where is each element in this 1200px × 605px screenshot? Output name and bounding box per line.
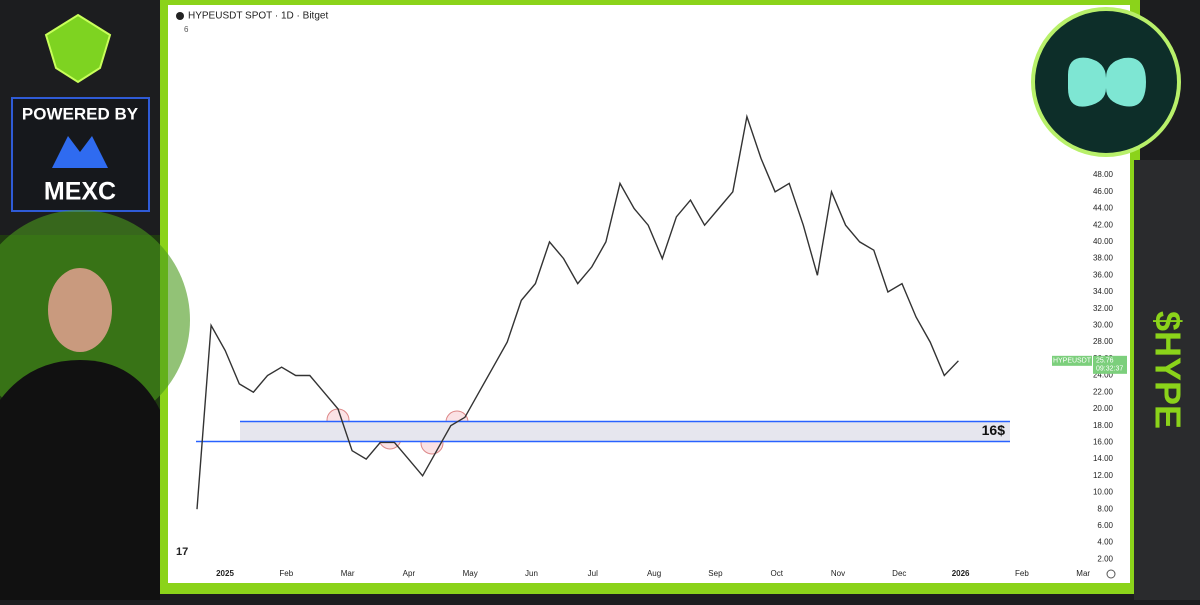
powered-by: POWERED BY — [22, 104, 139, 123]
x-tick-label: Mar — [341, 569, 355, 578]
y-tick-label: 14.00 — [1093, 454, 1114, 463]
ticker-text: $HYPE — [1147, 311, 1188, 429]
y-tick-label: 42.00 — [1093, 220, 1114, 229]
y-tick-label: 40.00 — [1093, 237, 1114, 246]
y-tick-label: 16.00 — [1093, 437, 1114, 446]
x-tick-label: Sep — [708, 569, 723, 578]
presenter-body — [0, 360, 160, 600]
x-tick-label: 2026 — [952, 569, 970, 578]
x-tick-label: Oct — [770, 569, 783, 578]
x-tick-label: Feb — [279, 569, 293, 578]
y-tick-label: 34.00 — [1093, 287, 1114, 296]
y-tick-label: 4.00 — [1097, 538, 1113, 547]
y-tick-label: 18.00 — [1093, 421, 1114, 430]
y-tick-label: 24.00 — [1093, 371, 1114, 380]
countdown: 09:32:37 — [1096, 366, 1123, 373]
y-tick-label: 10.00 — [1093, 488, 1114, 497]
zone-label: 16$ — [982, 422, 1006, 438]
gem-logo — [44, 13, 112, 84]
y-tick-label: 48.00 — [1093, 170, 1114, 179]
price-line — [196, 113, 959, 510]
y-tick-label: 44.00 — [1093, 204, 1114, 213]
hype-logo-mark — [1068, 57, 1146, 107]
symbol-tag — [1052, 355, 1092, 366]
y-tick-label: 28.00 — [1093, 337, 1114, 346]
x-tick-label: Dec — [892, 569, 906, 578]
y-tick-label: 30.00 — [1093, 321, 1114, 330]
settings-icon — [1106, 569, 1116, 579]
y-tick-label: 6.00 — [1097, 521, 1113, 530]
x-tick-label: May — [463, 569, 478, 578]
symbol-tag-text: HYPEUSDT — [1053, 358, 1092, 365]
side-panel — [1134, 160, 1200, 600]
chart-panel — [168, 5, 1130, 583]
tv-logo: 17 — [176, 546, 188, 558]
y-tick-label: 2.00 — [1097, 554, 1113, 563]
y-tick-label: 38.00 — [1093, 254, 1114, 263]
x-tick-label: 2025 — [216, 569, 234, 578]
x-tick-label: Apr — [403, 569, 416, 578]
mexc-logo — [52, 136, 108, 168]
x-tick-label: Mar — [1076, 569, 1090, 578]
symbol-icon — [176, 12, 184, 20]
price-tag — [1093, 355, 1127, 374]
support-zone — [240, 421, 1010, 442]
chart-title: HYPEUSDT SPOT · 1D · Bitget — [188, 11, 328, 22]
y-tick-label: 32.00 — [1093, 304, 1114, 313]
x-tick-label: Feb — [1015, 569, 1029, 578]
x-tick-label: Jun — [525, 569, 538, 578]
presenter-head — [48, 268, 112, 352]
y-tick-label: 8.00 — [1097, 504, 1113, 513]
indicator-count: 6 — [184, 25, 189, 34]
y-tick-label: 22.00 — [1093, 387, 1114, 396]
y-tick-label: 12.00 — [1093, 471, 1114, 480]
y-tick-label: 36.00 — [1093, 270, 1114, 279]
x-tick-label: Nov — [831, 569, 845, 578]
price-tag-value: 25.76 — [1096, 358, 1114, 365]
y-tick-label: 46.00 — [1093, 187, 1114, 196]
mexc-text: MEXC — [44, 178, 116, 206]
x-tick-label: Jul — [588, 569, 598, 578]
x-tick-label: Aug — [647, 569, 661, 578]
y-tick-label: 20.00 — [1093, 404, 1114, 413]
